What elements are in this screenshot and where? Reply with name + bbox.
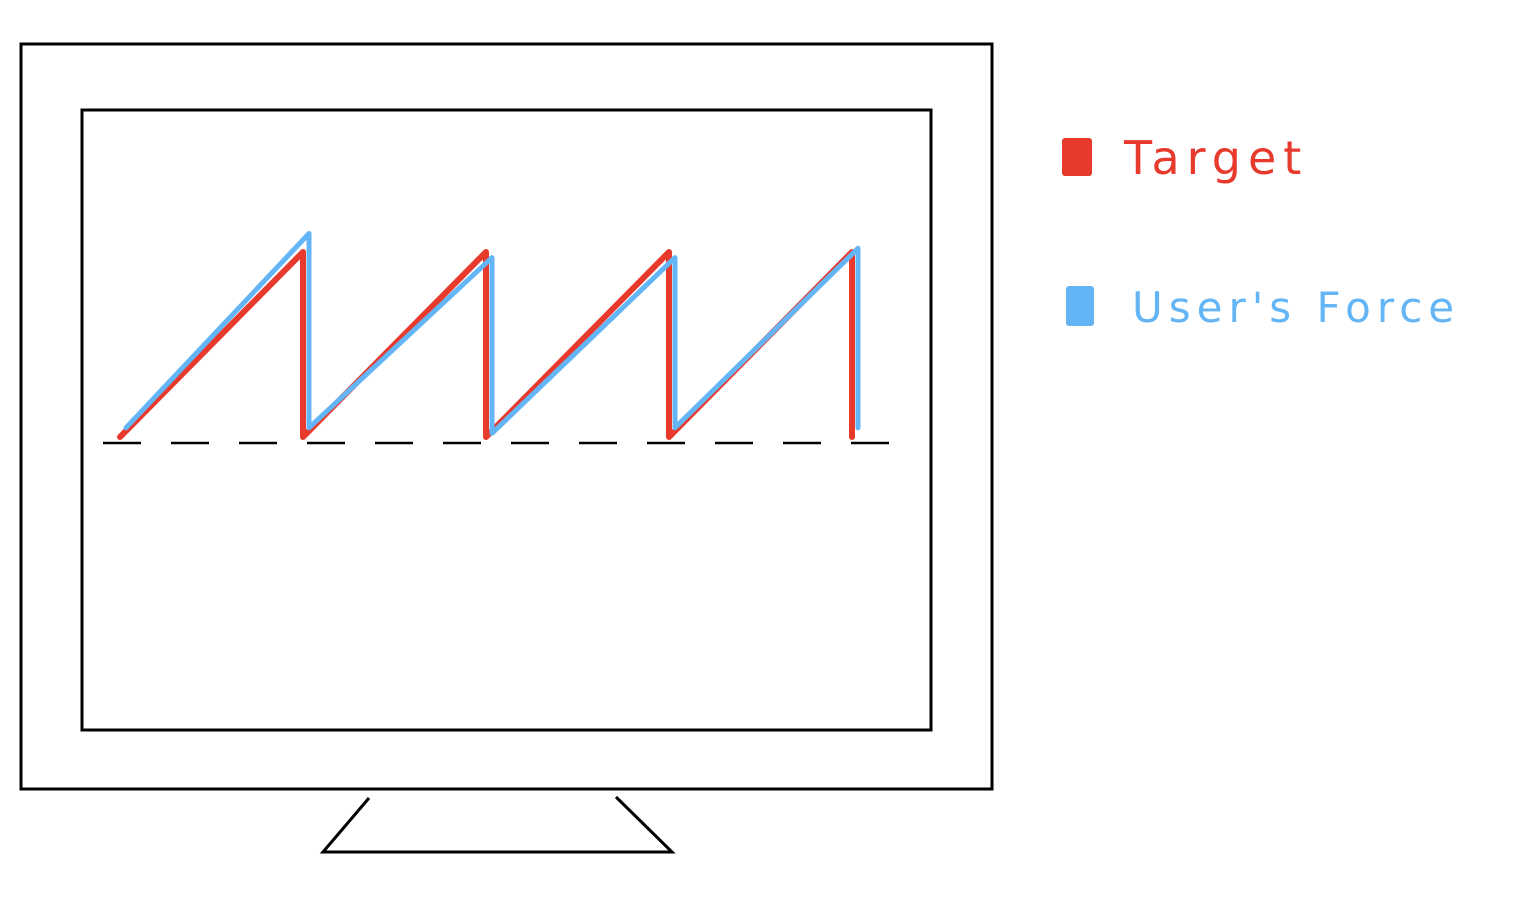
legend-swatch-target <box>1062 138 1092 176</box>
chart-plot-area <box>117 231 861 440</box>
monitor-screen <box>80 108 933 732</box>
monitor-frame <box>19 42 994 791</box>
monitor-stand <box>319 795 676 854</box>
series-line-user-s-force <box>123 231 861 436</box>
legend-swatch-user-force <box>1066 286 1094 326</box>
legend-label-target: Target <box>1124 131 1309 185</box>
legend-label-user-force: User's Force <box>1132 283 1461 332</box>
